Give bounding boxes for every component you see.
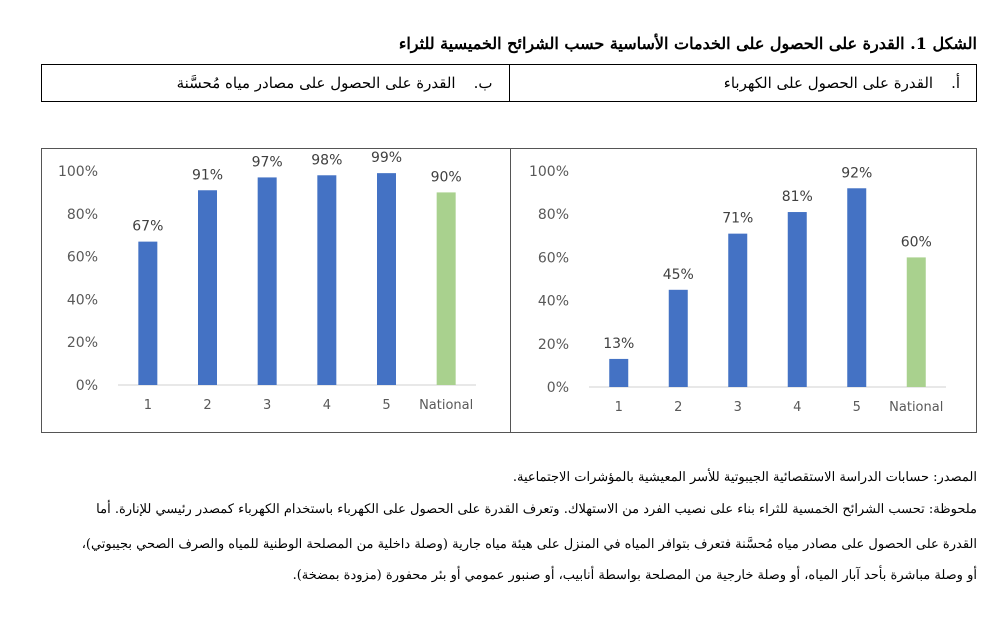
note-line-3: أو وصلة مباشرة بأحد آبار المياه، أو وصلة… (292, 568, 977, 583)
chart1-bar (436, 192, 456, 385)
chart1-data-label: 90% (431, 169, 462, 185)
chart1-y-tick-label: 0% (76, 378, 98, 394)
panel-b-letter: ب. (473, 74, 493, 92)
chart0-x-tick-label: 3 (734, 400, 742, 415)
electricity-chart-svg: 0% 20% 40% 60% 80% 100% 13% 1 45% 2 71% 3 81% 4 92% 5 60… (529, 164, 946, 415)
chart1-x-tick-label: 4 (323, 398, 331, 413)
chart0-y-tick-label: 60% (538, 250, 569, 266)
chart0-x-tick-label: 1 (615, 400, 623, 415)
chart0-bar (609, 358, 629, 387)
chart1-bar (138, 241, 158, 385)
panel-b-label: القدرة على الحصول على مصادر مياه مُحسَّن… (176, 74, 456, 92)
chart1-x-tick-label: 5 (382, 398, 390, 413)
chart1-y-tick-label: 100% (58, 164, 98, 180)
chart0-x-tick-label: 4 (793, 400, 801, 415)
chart0-y-tick-label: 40% (538, 294, 569, 310)
chart1-y-tick-label: 20% (67, 335, 98, 351)
chart0-data-label: 81% (782, 189, 813, 205)
chart1-x-tick-label: 1 (144, 398, 152, 413)
chart1-y-tick-label: 40% (67, 292, 98, 308)
chart1-bar (317, 175, 337, 385)
chart1-x-tick-label: 2 (203, 398, 211, 413)
chart0-y-tick-label: 100% (529, 164, 569, 180)
chart1-y-tick-label: 60% (67, 250, 98, 266)
chart1-data-label: 97% (252, 154, 283, 170)
chart0-y-tick-label: 20% (538, 337, 569, 353)
chart0-bar (906, 257, 926, 387)
chart0-bar (668, 289, 688, 387)
figure-title: الشكل 1. القدرة على الحصول على الخدمات ا… (398, 34, 977, 53)
chart1-bar (377, 173, 396, 385)
source-note: المصدر: حسابات الدراسة الاستقصائية الجيب… (512, 470, 977, 485)
chart0-y-tick-label: 80% (538, 207, 569, 223)
note-line-1: ملحوظة: تحسب الشرائح الخمسية للثراء بناء… (96, 502, 977, 517)
water-chart: 0% 20% 40% 60% 80% 100% 67% 1 91% 2 97% 3 98% 4 99% 5 90… (41, 148, 511, 433)
chart0-x-tick-label: 5 (853, 400, 861, 415)
chart0-bar (847, 188, 867, 387)
chart0-y-tick-label: 0% (547, 380, 569, 396)
chart0-x-tick-label: National (889, 400, 943, 415)
chart1-data-label: 91% (192, 167, 223, 183)
chart0-bar (728, 233, 748, 387)
chart1-bar (257, 177, 277, 385)
chart0-data-label: 71% (722, 211, 753, 227)
chart1-bar (198, 190, 217, 385)
chart1-data-label: 99% (371, 150, 402, 166)
chart0-data-label: 92% (841, 165, 872, 181)
chart0-x-tick-label: 2 (674, 400, 682, 415)
chart1-x-tick-label: 3 (263, 398, 271, 413)
panel-b-header: ب. القدرة على الحصول على مصادر مياه مُحس… (42, 65, 510, 101)
chart0-data-label: 60% (901, 234, 932, 250)
chart0-data-label: 45% (663, 267, 694, 283)
chart1-x-tick-label: National (419, 398, 473, 413)
chart1-y-tick-label: 80% (67, 207, 98, 223)
chart1-data-label: 67% (132, 219, 163, 235)
panel-a-header: أ. القدرة على الحصول على الكهرباء (510, 65, 977, 101)
electricity-chart: 0% 20% 40% 60% 80% 100% 13% 1 45% 2 71% 3 81% 4 92% 5 60… (508, 148, 977, 433)
note-line-2: القدرة على الحصول على مصادر مياه مُحسَّن… (81, 537, 977, 552)
chart1-data-label: 98% (311, 152, 342, 168)
water-chart-svg: 0% 20% 40% 60% 80% 100% 67% 1 91% 2 97% 3 98% 4 99% 5 90… (58, 150, 476, 413)
chart0-bar (787, 212, 807, 387)
panel-a-letter: أ. (951, 74, 960, 92)
panel-header-row: أ. القدرة على الحصول على الكهرباء ب. الق… (41, 64, 977, 102)
panel-a-label: القدرة على الحصول على الكهرباء (723, 74, 934, 92)
chart0-data-label: 13% (603, 336, 634, 352)
